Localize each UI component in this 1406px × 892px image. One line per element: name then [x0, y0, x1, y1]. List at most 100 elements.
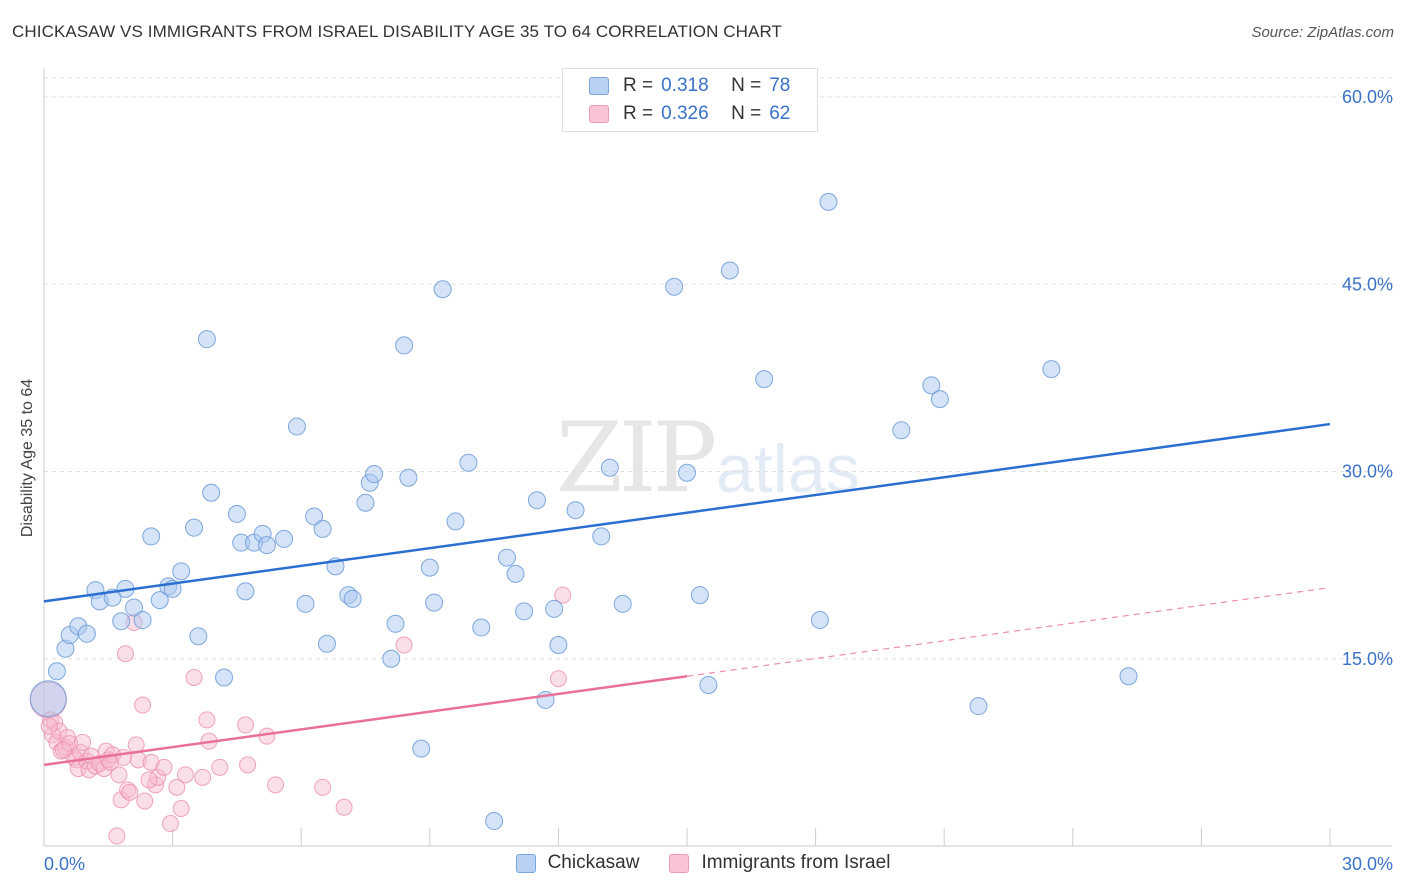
series-legend: Chickasaw Immigrants from Israel	[0, 852, 1406, 874]
israel-point	[198, 711, 216, 729]
n-value: 78	[769, 75, 791, 96]
chickasaw-point	[922, 376, 941, 395]
chickasaw-point	[699, 675, 718, 694]
israel-trend-line	[43, 674, 688, 767]
r-value: 0.326	[661, 103, 709, 124]
r-label: R =	[623, 75, 654, 96]
gridlines	[44, 77, 1392, 660]
israel-trend-extension	[686, 587, 1331, 677]
legend-item-chickasaw: Chickasaw	[515, 852, 640, 874]
chickasaw-point	[356, 493, 375, 512]
israel-point	[140, 771, 158, 789]
chickasaw-point	[343, 589, 362, 608]
chickasaw-point	[665, 277, 684, 296]
israel-point	[101, 753, 119, 771]
israel-point	[176, 766, 194, 784]
chickasaw-point	[892, 421, 911, 440]
chickasaw-point	[690, 586, 709, 605]
chickasaw-point	[549, 636, 568, 655]
israel-swatch	[669, 853, 690, 873]
chickasaw-point	[287, 417, 306, 436]
chickasaw-point	[399, 468, 418, 487]
chickasaw-point	[755, 370, 774, 389]
chickasaw-point	[112, 612, 131, 631]
israel-point	[95, 760, 113, 778]
chickasaw-point	[133, 611, 152, 630]
chickasaw-point	[172, 562, 191, 581]
israel-point	[314, 778, 332, 796]
chickasaw-point	[678, 463, 696, 482]
chickasaw-point	[433, 280, 452, 299]
israel-point	[172, 800, 190, 818]
chickasaw-point	[77, 624, 96, 643]
chickasaw-point	[545, 599, 564, 618]
chickasaw-swatch	[515, 853, 536, 873]
chickasaw-point	[506, 564, 525, 583]
israel-point	[116, 645, 134, 663]
y-tick-label: 45.0%	[1342, 274, 1393, 294]
chickasaw-point	[425, 593, 444, 612]
israel-point	[395, 636, 413, 654]
trend-lines	[43, 422, 1331, 767]
chart-title: CHICKASAW VS IMMIGRANTS FROM ISRAEL DISA…	[12, 22, 783, 41]
chickasaw-point	[412, 739, 431, 758]
watermark-atlas: atlas	[716, 431, 860, 507]
y-tick-label: 30.0%	[1342, 462, 1393, 482]
stats-legend-row-chickasaw: R = 0.318 N = 78	[589, 75, 790, 97]
r-value: 0.318	[661, 75, 709, 96]
israel-point	[54, 741, 72, 759]
chickasaw-point	[1042, 360, 1061, 379]
israel-point	[549, 670, 567, 688]
y-tick-label: 15.0%	[1342, 649, 1393, 669]
israel-point	[119, 781, 137, 799]
chickasaw-point	[227, 504, 246, 523]
tick-labels: 15.0% 30.0% 45.0% 60.0% 0.0% 30.0%	[44, 87, 1393, 874]
chickasaw-point	[600, 458, 619, 477]
israel-point	[108, 827, 126, 845]
chickasaw-point	[125, 598, 144, 617]
legend-label-chickasaw: Chickasaw	[547, 852, 640, 873]
israel-point	[211, 758, 229, 776]
chickasaw-swatch	[589, 77, 609, 95]
chickasaw-point	[472, 618, 491, 637]
chickasaw-point	[296, 594, 315, 613]
n-label: N =	[731, 103, 762, 124]
chickasaw-point	[382, 649, 401, 668]
chickasaw-point	[29, 680, 67, 718]
series-chickasaw	[29, 192, 1138, 831]
source-credit: Source: ZipAtlas.com	[1251, 24, 1394, 41]
israel-swatch	[589, 105, 609, 123]
israel-point	[168, 778, 186, 796]
n-label: N =	[731, 75, 762, 96]
chickasaw-point	[720, 261, 739, 280]
israel-point	[185, 668, 203, 686]
stats-legend: R = 0.318 N = 78 R = 0.326 N = 62	[562, 68, 818, 132]
chickasaw-point	[236, 582, 255, 601]
chickasaw-point	[150, 591, 169, 610]
israel-point	[121, 783, 139, 801]
chickasaw-point	[459, 453, 478, 472]
chickasaw-point	[446, 512, 465, 531]
chickasaw-point	[313, 519, 332, 538]
israel-point	[50, 722, 68, 740]
chickasaw-point	[566, 501, 585, 520]
stats-legend-row-israel: R = 0.326 N = 62	[589, 103, 790, 125]
chickasaw-trend-line	[43, 422, 1331, 603]
chickasaw-point	[275, 529, 294, 548]
chickasaw-point	[515, 602, 534, 621]
chickasaw-point	[197, 330, 216, 349]
chickasaw-point	[613, 594, 632, 613]
r-label: R =	[623, 103, 654, 124]
chickasaw-point	[189, 627, 208, 646]
chickasaw-point	[420, 558, 439, 577]
chickasaw-point	[1119, 667, 1138, 686]
israel-point	[554, 586, 572, 604]
chickasaw-point	[527, 491, 546, 510]
israel-point	[40, 717, 58, 735]
israel-point	[161, 815, 179, 833]
israel-point	[155, 758, 173, 776]
chickasaw-point	[47, 662, 66, 681]
chickasaw-point	[257, 536, 276, 555]
chickasaw-point	[819, 192, 838, 211]
